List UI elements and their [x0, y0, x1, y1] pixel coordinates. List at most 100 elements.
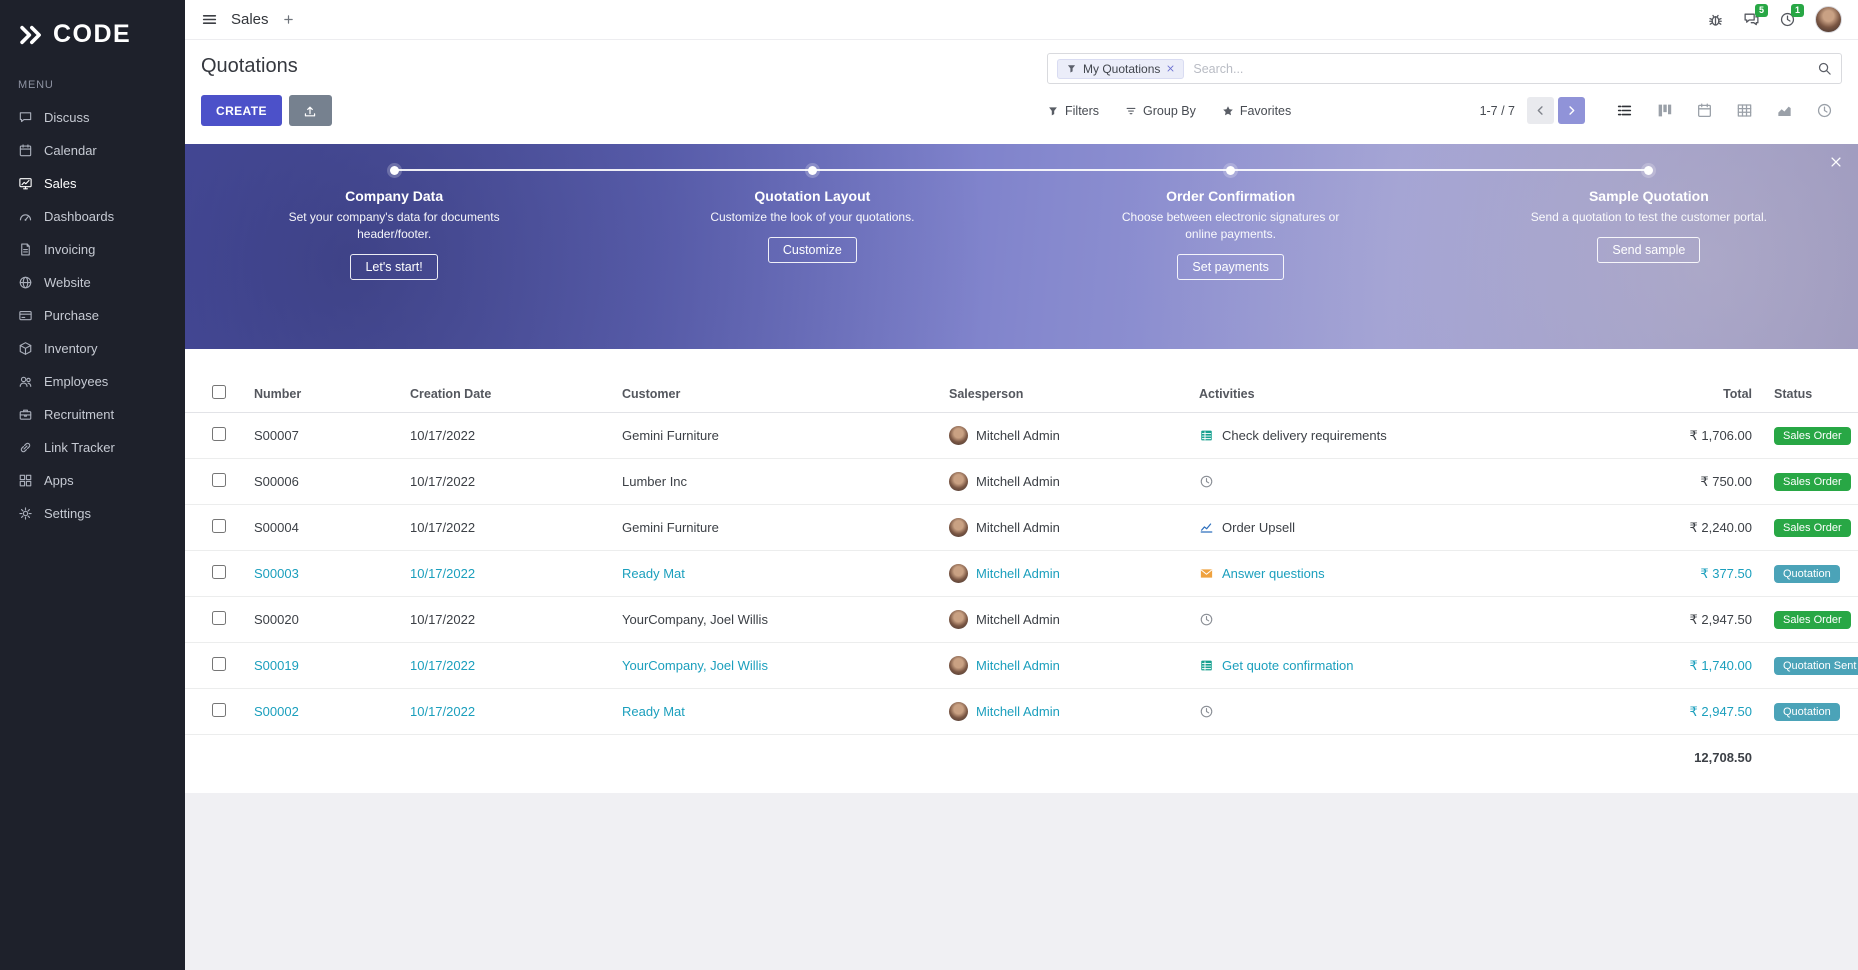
status-badge: Sales Order — [1774, 472, 1851, 491]
sidebar-item[interactable]: Invoicing — [0, 233, 185, 266]
create-button[interactable]: CREATE — [201, 95, 282, 126]
banner-close-icon[interactable] — [1829, 155, 1843, 169]
quotation-row[interactable]: S00003 10/17/2022 Ready Mat Mitchell Adm… — [185, 551, 1858, 597]
user-avatar[interactable] — [1815, 6, 1842, 33]
chevron-right-icon — [1565, 104, 1578, 117]
messages-button[interactable]: 5 — [1743, 4, 1768, 28]
sidebar-item[interactable]: Apps — [0, 464, 185, 497]
header-salesperson[interactable]: Salesperson — [949, 386, 1024, 401]
pager-previous-button[interactable] — [1527, 97, 1554, 124]
facet-remove-icon[interactable] — [1166, 64, 1175, 73]
search-menu-button[interactable]: Group By — [1125, 104, 1196, 118]
table-body: S00007 10/17/2022 Gemini Furniture Mitch… — [185, 413, 1858, 735]
sidebar-item-icon — [18, 275, 33, 290]
quotation-row[interactable]: S00020 10/17/2022 YourCompany, Joel Will… — [185, 597, 1858, 643]
header-customer[interactable]: Customer — [622, 386, 681, 401]
select-all-checkbox[interactable] — [212, 385, 226, 399]
current-app-name[interactable]: Sales — [231, 11, 269, 28]
cell-total: ₹ 1,706.00 — [1689, 427, 1753, 443]
view-switch-button[interactable] — [1807, 97, 1842, 125]
brand-logo[interactable]: CODE — [0, 0, 185, 63]
sidebar-item[interactable]: Inventory — [0, 332, 185, 365]
step-action-button[interactable]: Let's start! — [350, 253, 438, 280]
search-facet[interactable]: My Quotations — [1057, 58, 1185, 79]
cell-creation-date: 10/17/2022 — [410, 520, 476, 535]
search-icon[interactable] — [1817, 61, 1832, 76]
cell-activities[interactable] — [1199, 474, 1639, 489]
header-status[interactable]: Status — [1774, 386, 1813, 401]
cell-activities[interactable]: Check delivery requirements — [1199, 428, 1639, 443]
pager-next-button[interactable] — [1558, 97, 1585, 124]
view-switch-button[interactable] — [1687, 97, 1722, 125]
search-menu-button[interactable]: Filters — [1047, 104, 1099, 118]
sidebar-item[interactable]: Website — [0, 266, 185, 299]
cell-activities[interactable] — [1199, 612, 1639, 627]
sidebar-item[interactable]: Employees — [0, 365, 185, 398]
messages-badge: 5 — [1754, 4, 1768, 17]
onboarding-step: Sample Quotation Send a quotation to tes… — [1440, 166, 1858, 280]
search-menu-button[interactable]: Favorites — [1222, 104, 1291, 118]
activities-icon — [1779, 11, 1796, 28]
activity-label: Answer questions — [1222, 566, 1325, 581]
step-action-button[interactable]: Set payments — [1177, 253, 1284, 280]
sidebar-item[interactable]: Dashboards — [0, 200, 185, 233]
sidebar-item[interactable]: Calendar — [0, 134, 185, 167]
facet-label: My Quotations — [1083, 61, 1161, 76]
cell-activities[interactable]: Get quote confirmation — [1199, 658, 1639, 673]
view-switch-button[interactable] — [1767, 97, 1802, 125]
row-checkbox[interactable] — [212, 703, 226, 717]
quotation-row[interactable]: S00002 10/17/2022 Ready Mat Mitchell Adm… — [185, 689, 1858, 735]
row-checkbox[interactable] — [212, 565, 226, 579]
quotation-row[interactable]: S00006 10/17/2022 Lumber Inc Mitchell Ad… — [185, 459, 1858, 505]
activities-badge: 1 — [1790, 4, 1804, 17]
step-description: Choose between electronic signatures or … — [1121, 210, 1340, 241]
step-action-button[interactable]: Send sample — [1597, 236, 1701, 263]
add-tab-icon[interactable] — [282, 13, 295, 26]
header-creation-date[interactable]: Creation Date — [410, 386, 492, 401]
background-fill — [185, 793, 1858, 970]
cell-total: ₹ 1,740.00 — [1689, 657, 1753, 673]
cell-number: S00002 — [254, 704, 299, 719]
search-bar[interactable]: My Quotations — [1047, 53, 1842, 84]
cell-activities[interactable]: Answer questions — [1199, 566, 1639, 581]
cell-status: Sales Order — [1752, 610, 1858, 629]
row-checkbox[interactable] — [212, 473, 226, 487]
activities-button[interactable]: 1 — [1779, 4, 1804, 28]
control-panel-right: Filters Group By Favorites — [1047, 97, 1842, 125]
view-switch-button[interactable] — [1647, 97, 1682, 125]
header-activities[interactable]: Activities — [1199, 386, 1255, 401]
quotation-row[interactable]: S00019 10/17/2022 YourCompany, Joel Will… — [185, 643, 1858, 689]
sidebar-item[interactable]: Discuss — [0, 101, 185, 134]
search-input[interactable] — [1193, 61, 1808, 76]
menu-toggle-icon[interactable] — [201, 11, 218, 28]
view-icon — [1816, 102, 1833, 119]
sidebar-item[interactable]: Settings — [0, 497, 185, 530]
debug-icon[interactable] — [1707, 11, 1724, 28]
quotation-row[interactable]: S00007 10/17/2022 Gemini Furniture Mitch… — [185, 413, 1858, 459]
import-button[interactable] — [288, 95, 332, 126]
header-total[interactable]: Total — [1723, 386, 1752, 401]
cell-status: Sales Order — [1752, 472, 1858, 491]
pager: 1-7 / 7 — [1480, 97, 1585, 124]
step-action-button[interactable]: Customize — [767, 236, 857, 263]
row-checkbox[interactable] — [212, 611, 226, 625]
onboarding-banner: Company Data Set your company's data for… — [185, 144, 1858, 349]
main-area: Sales 5 1 Quotations My Quotations — [185, 0, 1858, 970]
sidebar-item[interactable]: Recruitment — [0, 398, 185, 431]
sidebar-item[interactable]: Sales — [0, 167, 185, 200]
row-checkbox[interactable] — [212, 519, 226, 533]
cell-activities[interactable] — [1199, 704, 1639, 719]
sidebar-item-label: Dashboards — [44, 209, 115, 224]
sidebar-item-label: Settings — [44, 506, 91, 521]
activity-icon — [1199, 612, 1214, 627]
view-switch-button[interactable] — [1727, 97, 1762, 125]
brand-logo-icon — [18, 22, 44, 48]
sidebar-item[interactable]: Purchase — [0, 299, 185, 332]
quotation-row[interactable]: S00004 10/17/2022 Gemini Furniture Mitch… — [185, 505, 1858, 551]
sidebar-item[interactable]: Link Tracker — [0, 431, 185, 464]
view-switch-button[interactable] — [1607, 97, 1642, 125]
row-checkbox[interactable] — [212, 657, 226, 671]
row-checkbox[interactable] — [212, 427, 226, 441]
cell-activities[interactable]: Order Upsell — [1199, 520, 1639, 535]
header-number[interactable]: Number — [254, 386, 302, 401]
